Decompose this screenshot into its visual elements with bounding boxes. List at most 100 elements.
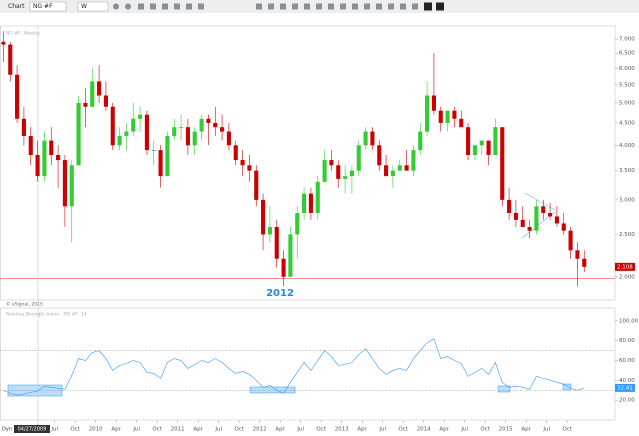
x-tick-label: Oct bbox=[316, 427, 326, 433]
candle-body bbox=[363, 131, 368, 146]
candle-body bbox=[8, 44, 13, 75]
candle-body bbox=[192, 131, 197, 146]
candle-body bbox=[28, 136, 33, 156]
candle-body bbox=[21, 118, 26, 137]
y-tick-label: 3.500 bbox=[619, 168, 635, 174]
candle-body bbox=[548, 212, 553, 217]
x-tick-label: Oct bbox=[70, 427, 80, 433]
symbol-box[interactable] bbox=[29, 1, 67, 12]
candle-body bbox=[103, 95, 108, 107]
candle-body bbox=[322, 160, 327, 182]
x-tick-label: Apr bbox=[521, 427, 531, 433]
candle-body bbox=[520, 219, 525, 228]
y-tick-label: 6.500 bbox=[619, 51, 635, 57]
candle-body bbox=[554, 216, 559, 224]
candle-body bbox=[500, 127, 505, 200]
candle-body bbox=[49, 140, 54, 156]
rsi-y-tick-label: 100.00 bbox=[619, 318, 639, 324]
x-tick-label: Apr bbox=[439, 427, 449, 433]
candle-body bbox=[568, 230, 573, 251]
candle-body bbox=[220, 127, 225, 132]
candle-body bbox=[472, 145, 477, 156]
candle-body bbox=[179, 127, 184, 128]
candle-body bbox=[356, 145, 361, 171]
candle-body bbox=[213, 122, 218, 128]
candle-body bbox=[411, 150, 416, 171]
interval[interactable]: W bbox=[81, 3, 87, 10]
interval-box[interactable] bbox=[77, 1, 109, 12]
candle-body bbox=[582, 258, 587, 267]
candle-body bbox=[35, 155, 40, 177]
candle-body bbox=[349, 170, 354, 177]
x-tick-label: Oct bbox=[562, 427, 572, 433]
candle-body bbox=[493, 127, 498, 156]
rsi-value-tag bbox=[615, 383, 635, 392]
x-tick-label: 2012 bbox=[253, 427, 267, 433]
crosshair-date: 04/27/2009 bbox=[18, 427, 47, 433]
y-tick-label: 5.000 bbox=[619, 100, 635, 106]
candle-body bbox=[76, 102, 81, 166]
candle-body bbox=[541, 206, 546, 213]
x-tick-label: Apr bbox=[357, 427, 367, 433]
x-tick-label: Jul bbox=[50, 427, 58, 433]
rsi-line bbox=[3, 338, 585, 396]
rsi-y-tick-label: 80.00 bbox=[619, 338, 635, 344]
candle-body bbox=[131, 118, 136, 132]
candle-body bbox=[425, 95, 430, 132]
candle-body bbox=[404, 165, 409, 171]
candle-body bbox=[62, 160, 67, 207]
candle-body bbox=[513, 212, 518, 220]
rsi-highlights bbox=[7, 383, 572, 397]
rsi-y-tick-label: 20.00 bbox=[619, 398, 635, 404]
y-tick-label: 6.000 bbox=[619, 66, 635, 72]
candle-body bbox=[1, 41, 6, 45]
candle-body bbox=[226, 131, 231, 146]
candle-body bbox=[261, 199, 266, 235]
candle-body bbox=[445, 110, 450, 123]
candle-body bbox=[452, 110, 457, 119]
candle-body bbox=[97, 81, 102, 96]
candle-body bbox=[479, 140, 484, 146]
candle-body bbox=[124, 131, 129, 137]
candle-body bbox=[56, 155, 61, 161]
candle-body bbox=[206, 118, 211, 123]
x-tick-label: 2011 bbox=[171, 427, 185, 433]
candle-body bbox=[254, 170, 259, 200]
indicator-title: Relative Strength Index - NG #F, 14 bbox=[6, 312, 87, 318]
chart-title: NG #F, Weekly bbox=[6, 31, 40, 37]
candle-body bbox=[117, 136, 122, 146]
symbol[interactable]: NG #F bbox=[33, 3, 53, 10]
x-tick-label: Jul bbox=[296, 427, 304, 433]
candle-body bbox=[486, 140, 491, 156]
candle-body bbox=[172, 127, 177, 137]
candle-body bbox=[575, 250, 580, 259]
x-tick-label: Apr bbox=[193, 427, 203, 433]
candle-body bbox=[438, 110, 443, 123]
x-tick-label: Oct bbox=[234, 427, 244, 433]
copyright: © eSignal, 2015 bbox=[6, 301, 43, 308]
rsi-value: 32.41 bbox=[617, 385, 633, 391]
candle-body bbox=[397, 165, 402, 171]
date-tag bbox=[14, 425, 50, 433]
candle-body bbox=[158, 150, 163, 177]
rsi-panel bbox=[0, 307, 616, 421]
candle-body bbox=[83, 102, 88, 107]
x-tick-label: Oct bbox=[152, 427, 162, 433]
toolbar-icons[interactable] bbox=[113, 2, 444, 11]
x-tick-label: Jul bbox=[132, 427, 140, 433]
candle-body bbox=[561, 223, 566, 231]
x-tick-label: 2014 bbox=[417, 427, 431, 433]
candle-body bbox=[315, 181, 320, 213]
annotation: 2012 bbox=[266, 288, 294, 299]
candle-body bbox=[144, 114, 149, 151]
x-tick-label: Jul bbox=[378, 427, 386, 433]
candle-body bbox=[302, 193, 307, 213]
candle-body bbox=[418, 131, 423, 151]
rsi-y-tick-label: 60.00 bbox=[619, 358, 635, 364]
candle-body bbox=[527, 227, 532, 231]
x-tick-label: Jul bbox=[542, 427, 550, 433]
corner-label: Dyn bbox=[2, 427, 12, 433]
candle-body bbox=[267, 227, 272, 235]
last-price: 2.108 bbox=[617, 264, 633, 270]
